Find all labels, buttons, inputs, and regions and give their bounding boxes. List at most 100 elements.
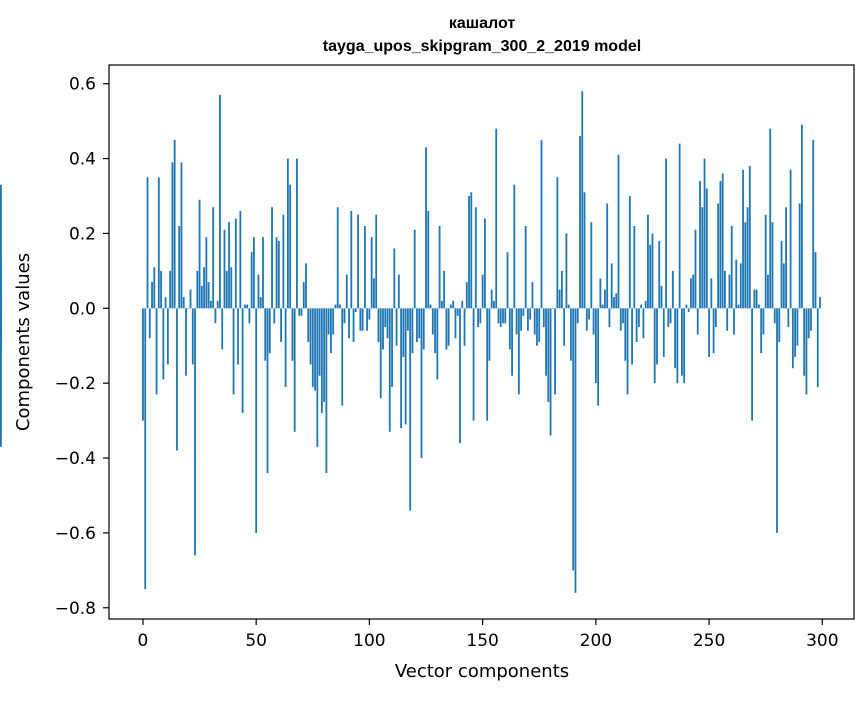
bar-14 [173, 139, 176, 309]
bar-216 [631, 308, 633, 365]
bar-274 [762, 308, 765, 335]
bar-167 [520, 308, 523, 331]
bar-53 [262, 237, 264, 309]
bar-32 [214, 308, 217, 324]
bar-272 [757, 304, 760, 309]
x-tick-label: 250 [693, 631, 725, 651]
bar-97 [361, 308, 364, 331]
bar-268 [748, 166, 751, 309]
bar-230 [662, 308, 665, 357]
bar-12 [169, 270, 172, 309]
y-tick-label: 0.4 [69, 150, 96, 170]
bar-46 [246, 304, 249, 309]
bar-94 [354, 308, 357, 313]
y-tick-label: −0.8 [55, 599, 96, 619]
bar-89 [343, 308, 346, 324]
bar-56 [268, 308, 271, 354]
y-tick-label: −0.2 [55, 374, 96, 394]
bar-242 [690, 278, 692, 309]
bar-161 [506, 252, 509, 309]
bar-182 [554, 308, 556, 395]
bar-248 [703, 158, 706, 309]
bar-180 [549, 308, 552, 436]
bar-116 [404, 308, 407, 425]
bar-288 [794, 308, 797, 357]
bar-0 [142, 308, 144, 421]
bar-15 [176, 308, 178, 451]
bar-series [0, 91, 821, 593]
bar-156 [495, 128, 498, 309]
bar-223 [647, 214, 649, 309]
bar-176 [540, 139, 543, 309]
bar-276 [767, 274, 769, 309]
bar-235 [674, 308, 677, 369]
bar-7 [157, 177, 160, 309]
bar-152 [486, 308, 489, 421]
bar-74 [309, 308, 312, 365]
bar-88 [341, 308, 344, 406]
bar-201 [597, 308, 600, 406]
bar-218 [635, 308, 638, 342]
bar-217 [633, 225, 636, 309]
bar-290 [798, 203, 801, 309]
bar-61 [280, 308, 282, 342]
bar-37 [225, 270, 228, 309]
bar-177 [542, 308, 545, 328]
bar-229 [660, 285, 663, 309]
x-tick-label: 150 [466, 631, 498, 651]
bar-85 [334, 304, 337, 309]
bar-214 [626, 308, 629, 395]
bar-233 [669, 308, 672, 324]
bar-123 [420, 308, 423, 459]
bar-253 [714, 308, 717, 328]
bar-142 [463, 308, 466, 346]
bar-181 [551, 308, 554, 309]
bar-209 [615, 293, 618, 309]
bar-21 [189, 289, 192, 309]
bar-205 [606, 203, 609, 309]
bar-174 [536, 308, 538, 346]
bar-208 [613, 297, 615, 309]
bar-38 [228, 222, 230, 309]
bar-47 [248, 308, 251, 324]
bar-71 [302, 282, 305, 309]
bar-252 [712, 308, 715, 354]
bar-66 [291, 308, 294, 361]
bar-266 [744, 222, 747, 309]
bar-244 [694, 229, 697, 309]
bar-185 [560, 270, 563, 309]
bar-33 [216, 300, 219, 309]
bar-183 [556, 177, 559, 309]
bar-25 [198, 199, 201, 309]
bar-191 [574, 308, 577, 593]
bar-118 [409, 308, 412, 511]
bar-231 [665, 158, 667, 309]
bar-207 [610, 263, 613, 309]
bar-9 [162, 308, 165, 380]
bar-232 [667, 308, 670, 328]
plot-frame [108, 64, 855, 620]
bar-58 [273, 308, 276, 324]
bar-154 [490, 289, 493, 309]
bar-195 [583, 192, 586, 309]
bar-282 [780, 240, 783, 309]
bar-151 [483, 218, 486, 309]
bar-199 [592, 308, 595, 335]
bar-187 [565, 233, 568, 309]
bar-95 [357, 214, 359, 309]
bar-220 [640, 304, 643, 309]
bar-190 [572, 308, 575, 571]
bar-269 [751, 308, 753, 421]
bar-107 [384, 308, 387, 328]
bar-78 [318, 308, 321, 376]
bar-19 [185, 308, 187, 376]
bar-undefined [0, 255, 2, 309]
bar-260 [730, 225, 733, 309]
bar-188 [567, 304, 570, 309]
bar-49 [253, 237, 255, 309]
bar-173 [533, 308, 536, 335]
bar-283 [782, 263, 785, 309]
bar-287 [791, 308, 794, 369]
bar-8 [160, 270, 162, 309]
